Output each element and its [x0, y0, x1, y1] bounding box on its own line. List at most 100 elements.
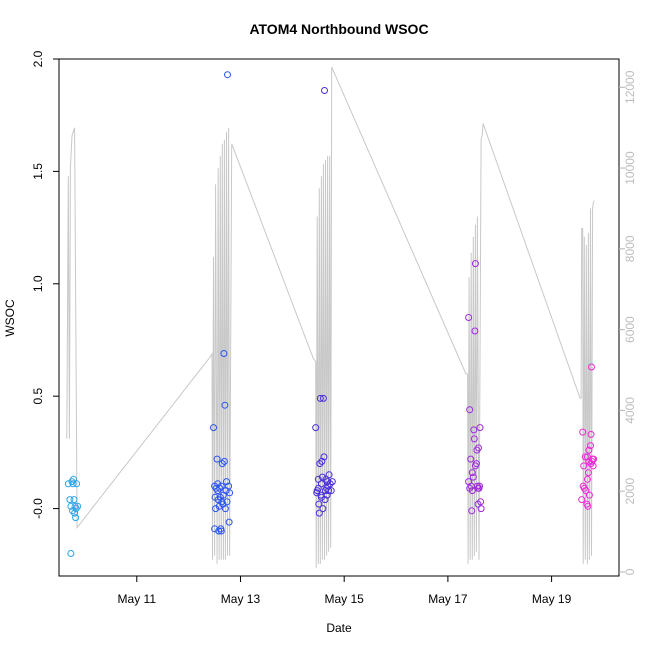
wsoc-point-flight-4	[471, 462, 479, 470]
y-axis: -0.0 0.5 1.0 1.5 2.0	[31, 50, 59, 519]
secondary-y-axis: 0 2000 4000 6000 8000 10000 12000	[619, 70, 637, 575]
wsoc-point-flight-3	[315, 500, 323, 508]
wsoc-point-flight-4	[466, 484, 474, 492]
wsoc-point-flight-1	[71, 509, 79, 517]
wsoc-point-flight-1	[73, 480, 81, 488]
wsoc-point-flight-4	[475, 444, 482, 452]
y-tick-label: 1.5	[31, 163, 45, 180]
wsoc-point-flight-4	[468, 469, 476, 477]
wsoc-point-flight-2	[216, 484, 224, 492]
wsoc-point-flight-5	[580, 462, 588, 470]
x-tick-label: May 19	[532, 592, 572, 606]
x-tick-label: May 15	[325, 592, 365, 606]
wsoc-point-flight-3	[325, 487, 333, 495]
wsoc-point-flight-2	[218, 460, 226, 468]
wsoc-point-flight-3	[316, 460, 324, 468]
wsoc-point-flight-2	[217, 482, 225, 490]
y-tick-label: -0.0	[31, 498, 45, 519]
x-tick-label: May 11	[118, 592, 157, 606]
wsoc-point-flight-1	[67, 550, 75, 557]
wsoc-point-flight-2	[223, 478, 230, 486]
wsoc-point-flight-5	[585, 446, 593, 454]
wsoc-point-flight-1	[69, 480, 77, 488]
wsoc-point-flight-3	[321, 87, 328, 94]
y-tick-label: 2.0	[31, 50, 45, 67]
wsoc-point-flight-2	[214, 480, 222, 488]
wsoc-point-flight-5	[584, 502, 592, 510]
wsoc-point-flight-5	[584, 469, 592, 477]
altitude-line-layer	[66, 66, 595, 568]
wsoc-point-flight-2	[212, 505, 220, 513]
y2-tick-label: 2000	[623, 478, 637, 505]
x-tick-label: May 17	[428, 592, 468, 606]
wsoc-point-flight-5	[587, 460, 595, 468]
wsoc-point-flight-5	[579, 428, 587, 436]
wsoc-point-flight-3	[317, 493, 325, 501]
wsoc-point-flight-3	[312, 424, 320, 432]
wsoc-point-flight-2	[211, 525, 219, 533]
wsoc-point-flight-4	[468, 507, 476, 515]
wsoc-point-flight-2	[224, 71, 231, 79]
wsoc-point-flight-5	[582, 487, 590, 495]
wsoc-point-flight-5	[587, 442, 594, 450]
wsoc-point-flight-4	[467, 455, 475, 463]
wsoc-point-flight-5	[583, 475, 591, 483]
wsoc-point-flight-4	[465, 478, 473, 486]
wsoc-point-flight-4	[471, 260, 479, 268]
wsoc-point-flight-2	[217, 527, 225, 535]
wsoc-point-flight-2	[221, 505, 229, 513]
wsoc-point-flight-2	[214, 496, 222, 504]
wsoc-point-flight-2	[213, 455, 221, 463]
wsoc-point-flight-3	[325, 471, 333, 479]
wsoc-point-flight-5	[588, 363, 595, 371]
wsoc-point-flight-4	[470, 435, 478, 443]
wsoc-point-flight-3	[318, 457, 326, 465]
wsoc-point-flight-1	[66, 496, 74, 504]
wsoc-point-flight-1	[70, 496, 78, 504]
wsoc-point-flight-5	[589, 462, 597, 470]
wsoc-point-flight-3	[316, 394, 324, 402]
plot-frame	[58, 58, 620, 577]
y2-tick-label: 4000	[623, 397, 637, 424]
x-tick-label: May 13	[221, 592, 261, 606]
wsoc-point-flight-2	[214, 487, 222, 495]
wsoc-point-flight-4	[477, 505, 485, 513]
wsoc-point-flight-3	[328, 478, 336, 486]
wsoc-point-flight-4	[476, 424, 484, 432]
wsoc-point-flight-3	[321, 496, 329, 504]
wsoc-point-flight-2	[223, 498, 231, 506]
wsoc-point-flight-2	[215, 527, 223, 535]
x-axis-title: Date	[326, 621, 352, 635]
wsoc-point-flight-3	[319, 505, 327, 513]
y2-tick-label: 8000	[623, 235, 637, 262]
wsoc-point-flight-4	[465, 314, 473, 321]
y2-tick-label: 12000	[623, 70, 637, 104]
wsoc-point-flight-4	[471, 327, 479, 335]
wsoc-points-layer	[64, 71, 598, 557]
wsoc-point-flight-2	[225, 518, 233, 526]
wsoc-point-flight-1	[72, 514, 80, 522]
wsoc-point-flight-2	[220, 350, 228, 357]
wsoc-point-flight-5	[581, 453, 589, 461]
wsoc-point-flight-2	[226, 489, 234, 497]
y2-tick-label: 10000	[623, 151, 637, 185]
wsoc-point-flight-1	[74, 502, 82, 510]
wsoc-point-flight-4	[473, 446, 481, 454]
wsoc-point-flight-4	[474, 484, 482, 492]
x-axis: May 11 May 13 May 15 May 17 May 19	[118, 576, 572, 606]
wsoc-point-flight-4	[466, 406, 474, 414]
wsoc-point-flight-5	[578, 496, 586, 504]
wsoc-point-flight-2	[225, 482, 233, 490]
wsoc-point-flight-4	[469, 473, 477, 481]
wsoc-point-flight-2	[210, 424, 217, 432]
wsoc-point-flight-1	[64, 480, 72, 488]
wsoc-point-flight-3	[314, 484, 322, 492]
wsoc-point-flight-3	[318, 473, 326, 481]
altitude-line	[66, 66, 595, 568]
wsoc-point-flight-2	[220, 457, 228, 465]
wsoc-point-flight-3	[319, 394, 327, 402]
wsoc-point-flight-5	[587, 430, 595, 438]
y2-tick-label: 6000	[623, 316, 637, 343]
y2-tick-label: 0	[623, 568, 637, 575]
wsoc-point-flight-3	[327, 487, 335, 495]
